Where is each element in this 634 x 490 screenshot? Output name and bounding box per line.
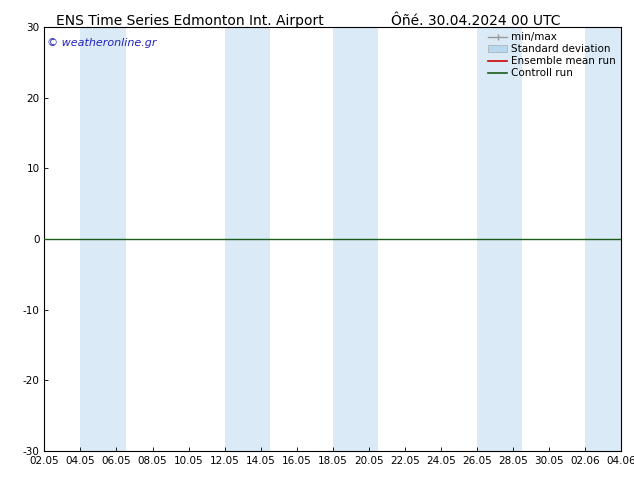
Bar: [585, 27, 621, 451]
Text: ENS Time Series Edmonton Int. Airport: ENS Time Series Edmonton Int. Airport: [56, 14, 324, 28]
Bar: [224, 27, 269, 451]
Bar: [81, 27, 126, 451]
Legend: min/max, Standard deviation, Ensemble mean run, Controll run: min/max, Standard deviation, Ensemble me…: [486, 30, 618, 80]
Text: Ôñé. 30.04.2024 00 UTC: Ôñé. 30.04.2024 00 UTC: [391, 14, 560, 28]
Bar: [333, 27, 378, 451]
Text: © weatheronline.gr: © weatheronline.gr: [48, 38, 157, 48]
Bar: [477, 27, 522, 451]
